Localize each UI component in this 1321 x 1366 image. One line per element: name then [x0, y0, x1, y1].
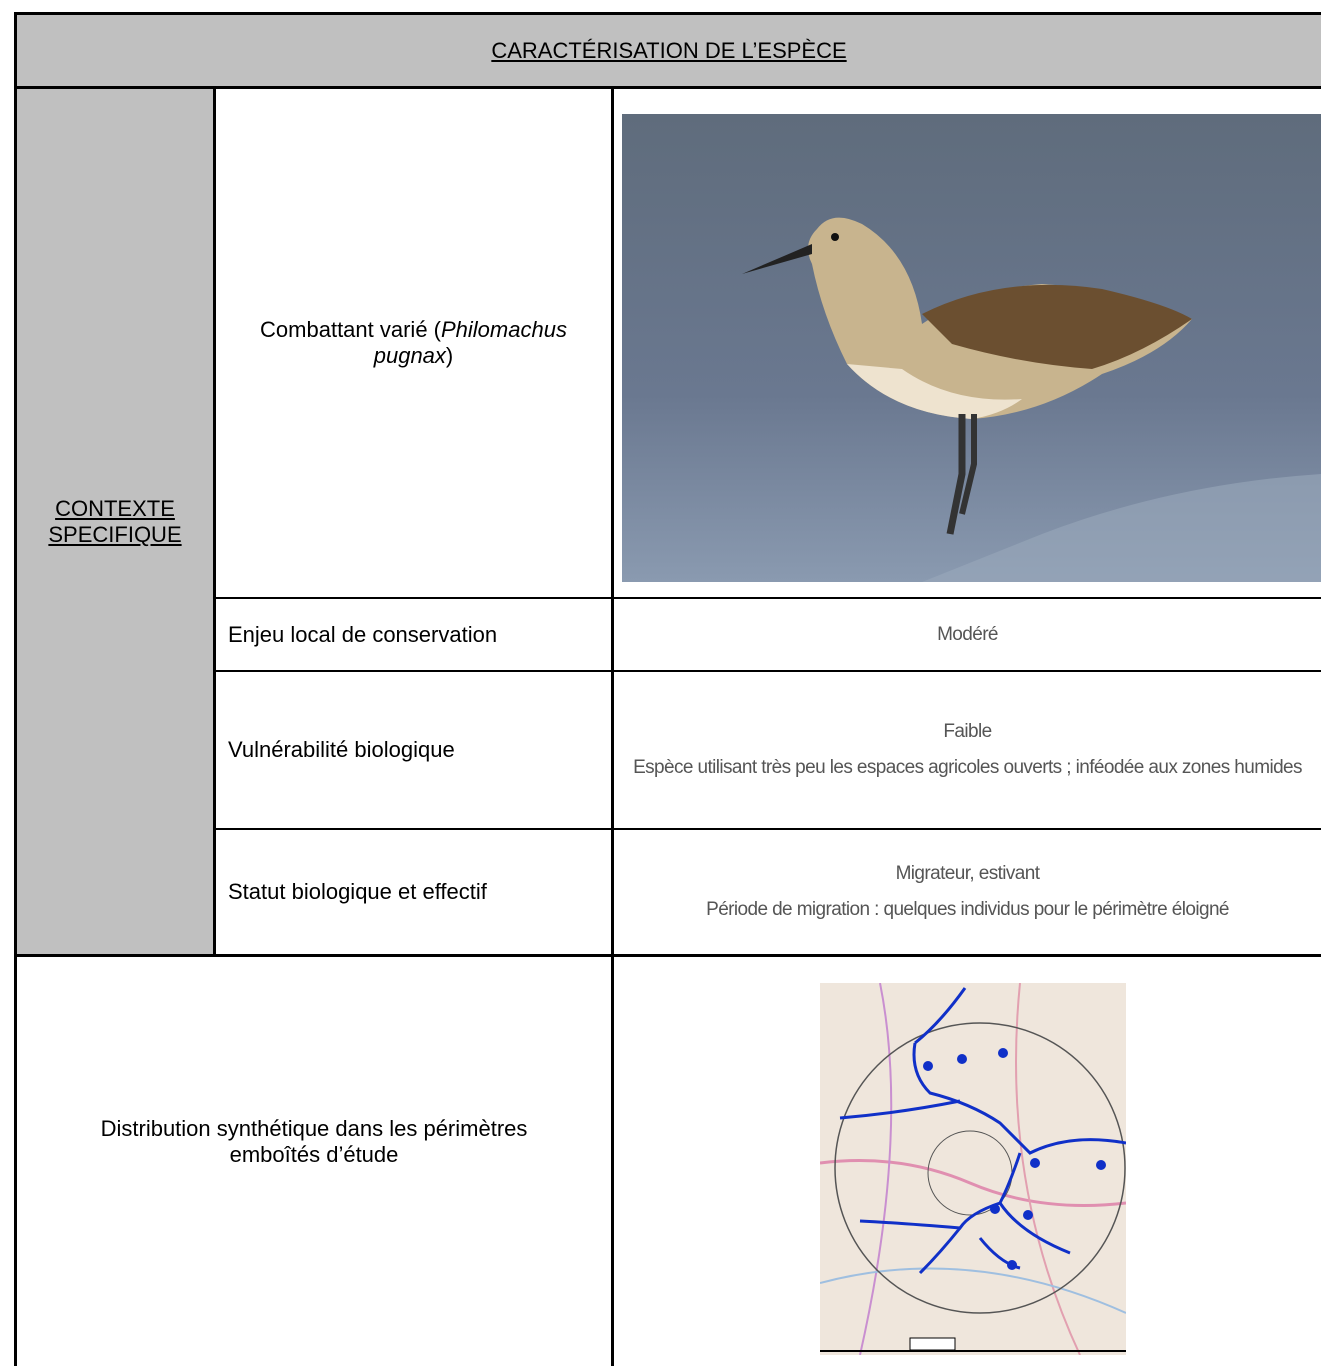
value-text: Migrateur, estivant [895, 863, 1040, 884]
species-photo [622, 114, 1321, 582]
species-prefix: Combattant varié ( [260, 317, 441, 342]
border [216, 670, 1321, 672]
border [14, 12, 17, 1366]
title-text: CARACTÉRISATION DE L’ESPÈCE [491, 37, 847, 63]
row-label: Enjeu local de conservation [216, 599, 611, 670]
header-bg [17, 15, 1321, 86]
title: CARACTÉRISATION DE L’ESPÈCE [17, 15, 1321, 86]
species-name: Combattant varié (Philomachus pugnax) [216, 89, 611, 597]
section-label: CONTEXTE SPECIFIQUE [17, 89, 213, 954]
value-text: Faible [943, 721, 992, 742]
border [14, 86, 1321, 89]
border [611, 89, 614, 1366]
border [216, 597, 1321, 599]
row-label-text: Statut biologique et effectif [228, 879, 487, 904]
distribution-label: Distribution synthétique dans les périmè… [17, 957, 611, 1327]
species-suffix: ) [445, 343, 454, 368]
row-label: Vulnérabilité biologique [216, 672, 611, 828]
distribution-map [820, 983, 1126, 1355]
section-bg [17, 89, 213, 954]
value-text: Modéré [937, 623, 998, 645]
value-text: Espèce utilisant très peu les espaces ag… [633, 757, 1302, 778]
row-label-text: Vulnérabilité biologique [228, 737, 455, 762]
border [213, 89, 216, 955]
row-label: Statut biologique et effectif [216, 830, 611, 954]
border [216, 828, 1321, 830]
distribution-text: Distribution synthétique dans les périmè… [100, 1116, 528, 1167]
border [14, 954, 1321, 957]
border [14, 12, 1321, 15]
row-value: Faible Espèce utilisant très peu les espa… [614, 672, 1321, 828]
row-label-text: Enjeu local de conservation [228, 621, 498, 647]
species-latin: Philomachus pugnax [373, 317, 567, 368]
section-text: CONTEXTE SPECIFIQUE [48, 495, 182, 547]
value-text: Période de migration : quelques individu… [706, 899, 1229, 920]
row-value: Migrateur, estivant Période de migration … [614, 830, 1321, 954]
row-value: Modéré [614, 599, 1321, 670]
